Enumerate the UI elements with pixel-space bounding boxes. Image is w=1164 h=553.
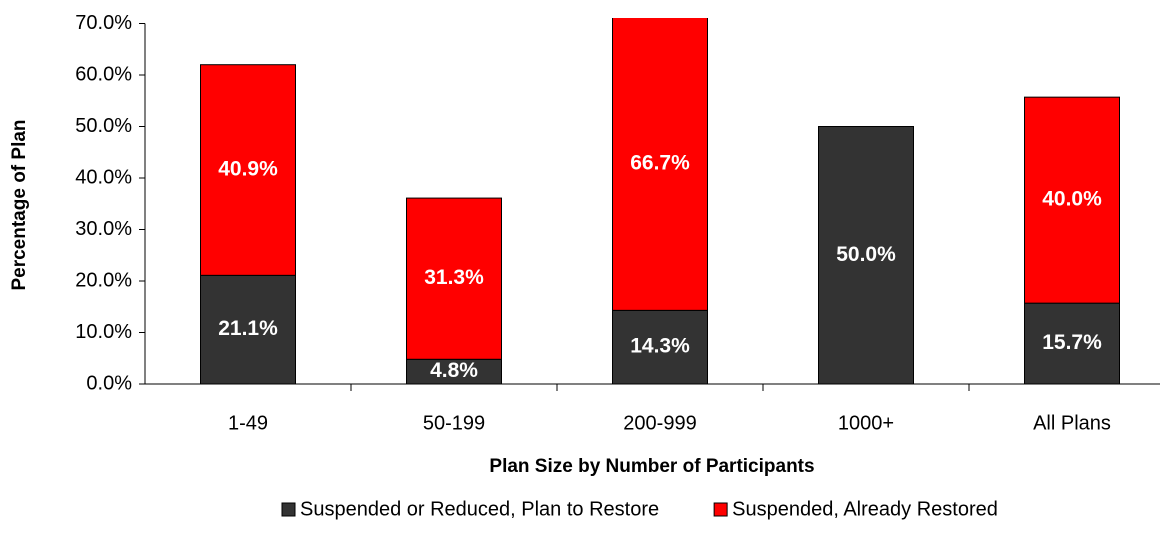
legend-label: Suspended, Already Restored — [732, 498, 998, 520]
legend-swatch — [713, 502, 728, 517]
value-label: 31.3% — [424, 266, 484, 289]
bar-segment — [200, 274, 296, 385]
bar-segment — [818, 126, 914, 385]
y-tick-label: 70.0% — [75, 12, 132, 34]
bar-segment — [612, 18, 708, 311]
value-label: 21.1% — [218, 317, 278, 340]
value-label: 66.7% — [630, 152, 690, 175]
value-label: 50.0% — [836, 243, 896, 266]
bar-segment — [1024, 302, 1120, 385]
value-label: 14.3% — [630, 335, 690, 358]
y-tick-label: 30.0% — [75, 218, 132, 240]
x-tick-label: 1000+ — [838, 412, 894, 434]
plot-area — [200, 18, 1120, 385]
value-label: 40.9% — [218, 158, 278, 181]
y-axis-title: Percentage of Plan — [9, 119, 30, 290]
bar-segment — [612, 309, 708, 385]
x-axis-title: Plan Size by Number of Participants — [489, 456, 814, 477]
value-label: 4.8% — [430, 359, 478, 382]
bar-segment — [406, 197, 502, 360]
legend-swatch — [281, 502, 296, 517]
bar-segment — [200, 64, 296, 276]
y-tick-label: 60.0% — [75, 63, 132, 85]
x-tick-label: 1-49 — [228, 412, 268, 434]
y-tick-label: 50.0% — [75, 115, 132, 137]
x-tick-label: 200-999 — [623, 412, 696, 434]
y-tick-label: 40.0% — [75, 166, 132, 188]
value-label: 15.7% — [1042, 331, 1102, 354]
x-tick-label: 50-199 — [423, 412, 485, 434]
y-tick-label: 0.0% — [86, 372, 132, 394]
x-tick-label: All Plans — [1033, 412, 1111, 434]
value-label: 40.0% — [1042, 188, 1102, 211]
y-tick-label: 20.0% — [75, 269, 132, 291]
bar-segment — [1024, 96, 1120, 304]
legend-label: Suspended or Reduced, Plan to Restore — [300, 498, 659, 520]
y-tick-label: 10.0% — [75, 321, 132, 343]
